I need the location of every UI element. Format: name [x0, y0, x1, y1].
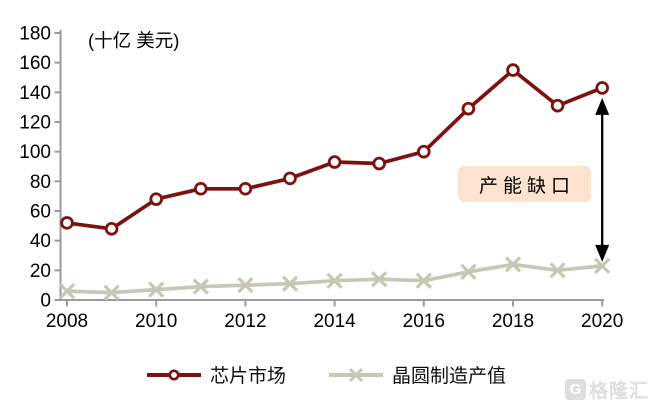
- data-point-marker: [506, 63, 520, 77]
- data-point-marker: [60, 216, 74, 230]
- data-point-marker: [283, 171, 297, 186]
- data-point-marker: [194, 181, 208, 196]
- x-axis-tick-label: 2008: [46, 311, 88, 332]
- data-point-marker: [149, 192, 164, 206]
- watermark-text: 格隆汇: [588, 381, 649, 402]
- y-axis-tick-label: 140: [19, 83, 51, 104]
- arrow-down-head-icon: [595, 244, 610, 262]
- x-axis-tick-label: 2020: [581, 311, 623, 332]
- data-point-marker: [281, 275, 299, 292]
- data-point-marker: [148, 281, 165, 298]
- wafer-output-legend-marker-icon: [329, 367, 383, 382]
- data-point-marker: [415, 272, 432, 289]
- data-point-marker: [595, 81, 609, 95]
- y-axis-tick-label: 40: [30, 231, 51, 252]
- x-axis-tick-label: 2018: [492, 311, 534, 332]
- data-point-marker: [103, 284, 120, 301]
- data-point-marker: [550, 98, 565, 113]
- data-point-marker: [416, 144, 431, 159]
- data-point-marker: [504, 256, 522, 273]
- chip-market-legend-label: 芯片市场: [209, 366, 286, 387]
- gelonghui-logo-icon: G: [564, 379, 586, 400]
- data-point-marker: [104, 222, 119, 236]
- data-point-marker: [372, 156, 387, 171]
- legend-item-wafer-output: 晶圆制造产值: [328, 361, 506, 388]
- data-point-marker: [371, 271, 388, 288]
- x-axis-tick-label: 2016: [403, 311, 445, 332]
- data-point-marker: [192, 278, 209, 295]
- data-point-marker: [238, 181, 253, 196]
- y-axis-tick-label: 180: [19, 24, 51, 45]
- y-axis-tick-label: 20: [30, 261, 51, 282]
- y-axis-tick-label: 80: [30, 172, 51, 193]
- y-axis-tick-label: 100: [19, 142, 51, 163]
- data-point-marker: [237, 277, 254, 294]
- series-line-0: [65, 68, 605, 231]
- data-point-marker: [461, 101, 476, 116]
- gelonghui-watermark: G 格隆汇: [564, 376, 649, 403]
- y-axis-tick-label: 60: [30, 202, 51, 223]
- data-point-marker: [460, 263, 477, 280]
- data-point-marker: [327, 155, 342, 169]
- capacity-gap-annotation: 产能缺口: [458, 166, 591, 202]
- wafer-output-legend-label: 晶圆制造产值: [392, 366, 507, 387]
- axis-unit-label: (十亿 美元): [88, 30, 179, 51]
- data-point-marker: [326, 272, 343, 289]
- y-axis-tick-label: 160: [19, 53, 51, 74]
- x-axis-tick-label: 2010: [135, 311, 177, 332]
- x-axis-tick-label: 2012: [224, 311, 266, 332]
- y-axis-tick-label: 120: [19, 113, 51, 134]
- data-point-marker: [549, 262, 566, 279]
- arrow-up-head-icon: [595, 97, 610, 115]
- data-point-marker: [58, 282, 76, 300]
- chip-market-legend-marker-icon: [146, 369, 201, 380]
- data-point-marker: [594, 257, 611, 275]
- capacity-gap-label: 产能缺口: [478, 175, 575, 197]
- chart-legend: 芯片市场 晶圆制造产值: [0, 361, 652, 388]
- y-axis-tick-label: 0: [40, 291, 51, 312]
- x-axis-tick-label: 2014: [313, 311, 356, 332]
- legend-item-chip-market: 芯片市场: [146, 361, 286, 388]
